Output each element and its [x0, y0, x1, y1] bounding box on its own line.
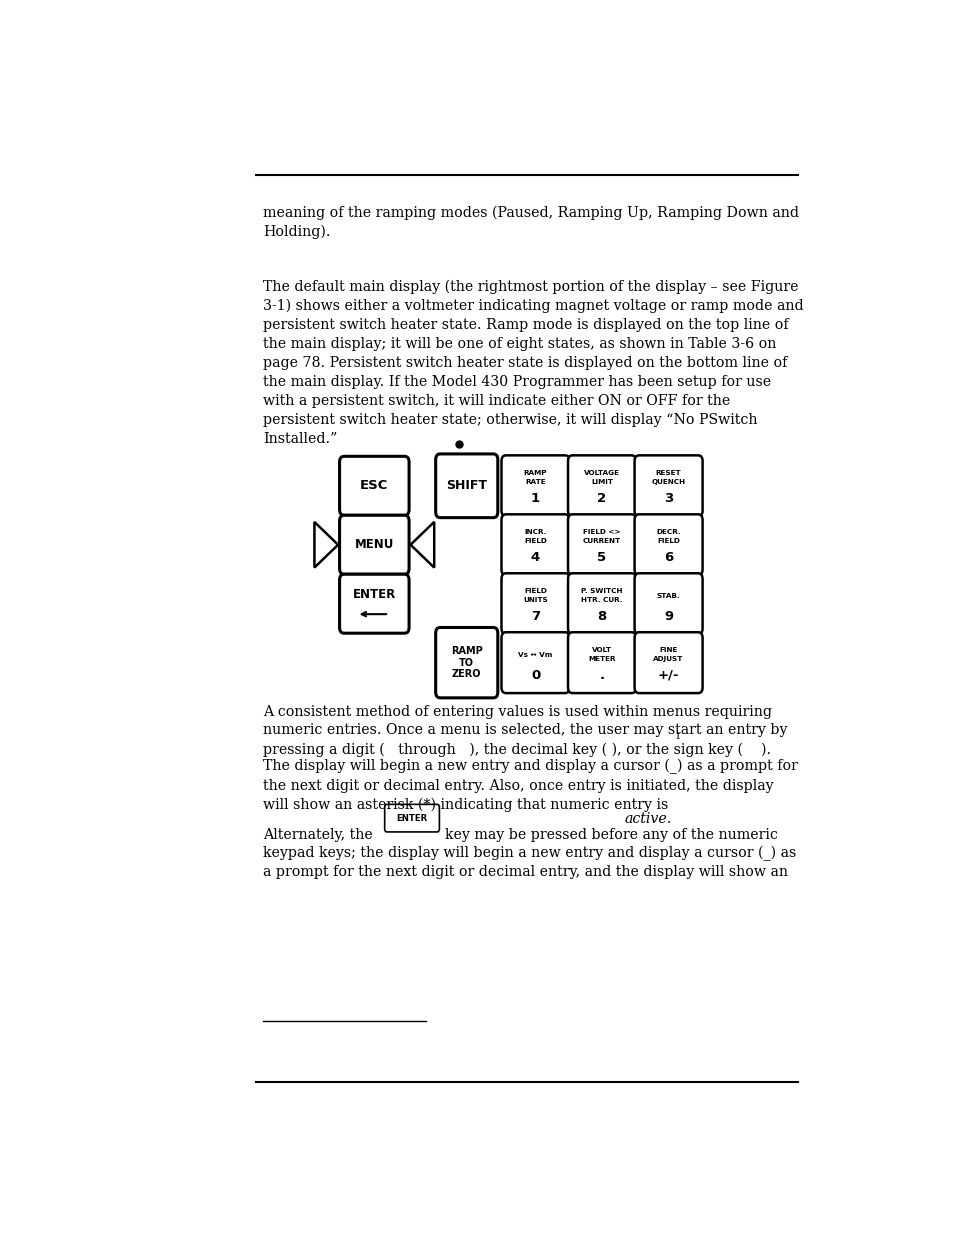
Text: 4: 4 — [530, 551, 539, 563]
Text: 6: 6 — [663, 551, 673, 563]
Text: key may be pressed before any of the numeric: key may be pressed before any of the num… — [444, 829, 777, 842]
Text: The default main display (the rightmost portion of the display – see Figure
3-1): The default main display (the rightmost … — [263, 279, 803, 446]
Text: ZERO: ZERO — [452, 669, 481, 679]
FancyBboxPatch shape — [567, 456, 636, 516]
Text: RESET: RESET — [655, 471, 680, 477]
FancyBboxPatch shape — [567, 632, 636, 693]
Text: MENU: MENU — [355, 538, 394, 551]
FancyBboxPatch shape — [436, 627, 497, 698]
Text: 3: 3 — [663, 492, 673, 505]
Text: meaning of the ramping modes (Paused, Ramping Up, Ramping Down and
Holding).: meaning of the ramping modes (Paused, Ra… — [263, 205, 799, 240]
FancyBboxPatch shape — [339, 574, 409, 634]
Text: Vs ↔ Vm: Vs ↔ Vm — [517, 652, 552, 658]
FancyBboxPatch shape — [339, 515, 409, 574]
Text: HTR. CUR.: HTR. CUR. — [580, 597, 622, 603]
FancyBboxPatch shape — [501, 514, 569, 576]
Text: FIELD: FIELD — [657, 538, 679, 543]
Text: The display will begin a new entry and display a cursor (_) as a prompt for
the : The display will begin a new entry and d… — [263, 758, 798, 813]
Text: STAB.: STAB. — [656, 593, 679, 599]
Text: 1: 1 — [531, 492, 539, 505]
Text: 7: 7 — [531, 610, 539, 622]
Text: 5: 5 — [597, 551, 606, 563]
Text: FIELD: FIELD — [523, 538, 546, 543]
Text: 2: 2 — [597, 492, 606, 505]
Text: VOLT: VOLT — [592, 647, 612, 653]
Text: 0: 0 — [530, 668, 539, 682]
Text: DECR.: DECR. — [656, 530, 680, 536]
FancyBboxPatch shape — [634, 632, 701, 693]
Text: 1: 1 — [675, 731, 680, 741]
Text: ESC: ESC — [360, 479, 388, 493]
Text: Alternately, the: Alternately, the — [263, 829, 373, 842]
Text: RATE: RATE — [525, 479, 545, 485]
FancyBboxPatch shape — [436, 454, 497, 517]
FancyBboxPatch shape — [339, 456, 409, 515]
FancyBboxPatch shape — [567, 573, 636, 634]
FancyBboxPatch shape — [634, 573, 701, 634]
Text: 9: 9 — [663, 610, 673, 622]
FancyBboxPatch shape — [501, 573, 569, 634]
Text: UNITS: UNITS — [522, 597, 547, 603]
Text: LIMIT: LIMIT — [591, 479, 613, 485]
Text: SHIFT: SHIFT — [446, 479, 487, 493]
Text: ENTER: ENTER — [396, 814, 427, 823]
Text: keypad keys; the display will begin a new entry and display a cursor (_) as
a pr: keypad keys; the display will begin a ne… — [263, 845, 796, 879]
Text: FIELD: FIELD — [523, 588, 546, 594]
Text: ADJUST: ADJUST — [653, 656, 683, 662]
Text: A consistent method of entering values is used within menus requiring
numeric en: A consistent method of entering values i… — [263, 704, 787, 757]
Text: INCR.: INCR. — [524, 530, 546, 536]
Text: P. SWITCH: P. SWITCH — [580, 588, 622, 594]
FancyBboxPatch shape — [634, 514, 701, 576]
Text: RAMP: RAMP — [523, 471, 547, 477]
Text: TO: TO — [458, 658, 474, 668]
Text: 8: 8 — [597, 610, 606, 622]
FancyBboxPatch shape — [501, 456, 569, 516]
FancyBboxPatch shape — [384, 804, 439, 832]
Text: RAMP: RAMP — [451, 646, 482, 656]
FancyBboxPatch shape — [501, 632, 569, 693]
Text: CURRENT: CURRENT — [582, 538, 620, 543]
Text: VOLTAGE: VOLTAGE — [583, 471, 619, 477]
Text: ENTER: ENTER — [353, 588, 395, 600]
Text: +/-: +/- — [658, 668, 679, 682]
Text: QUENCH: QUENCH — [651, 479, 685, 485]
Text: FINE: FINE — [659, 647, 677, 653]
FancyBboxPatch shape — [567, 514, 636, 576]
Text: FIELD <>: FIELD <> — [582, 530, 620, 536]
Text: METER: METER — [588, 656, 615, 662]
FancyBboxPatch shape — [634, 456, 701, 516]
Text: .: . — [598, 668, 604, 682]
Text: active.: active. — [623, 811, 671, 826]
